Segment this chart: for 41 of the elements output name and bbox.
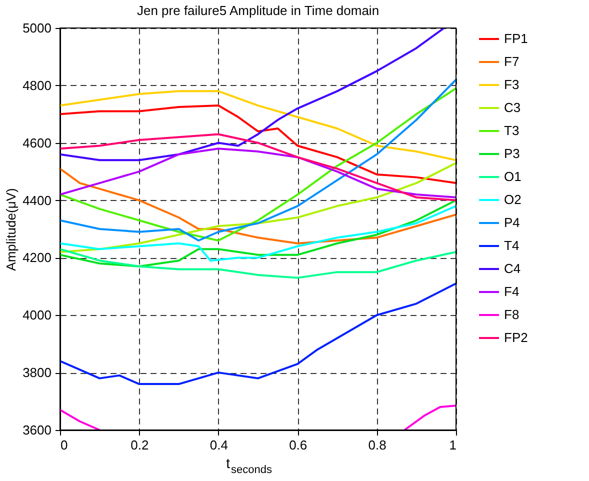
line-series [60,168,456,244]
legend-label: P4 [504,215,520,230]
y-tick-label: 4800 [22,78,52,93]
legend-label: O2 [504,192,522,207]
legend-label: F8 [504,307,520,322]
y-tick-label: 3600 [22,422,52,438]
x-tick-label: 0.6 [289,438,308,452]
line-series [60,90,456,162]
legend-label: T3 [504,123,520,138]
y-tick-label: 4600 [22,135,52,150]
legend-label: FP1 [504,31,528,46]
y-tick-label: 4400 [22,192,52,208]
legend-label: F3 [504,77,520,92]
legend-label: FP2 [504,330,528,345]
legend-label: P3 [504,146,520,161]
line-series [60,199,456,268]
legend-label: O1 [504,169,522,184]
line-series [60,28,446,162]
chart-title: Jen pre failure5 Amplitude in Time domain [136,3,380,18]
x-tick-label: 0 [60,438,68,452]
y-tick-label: 3800 [22,365,52,380]
x-tick-label: 0.8 [368,438,386,452]
line-series [60,104,456,184]
y-tick-label: 4200 [22,250,52,266]
legend-label: C4 [504,261,521,276]
line-series [60,133,456,202]
line-series [60,205,456,262]
line-series [60,162,456,253]
x-tick-label: 0.2 [130,438,149,452]
x-tick-label: 0.4 [210,438,228,452]
legend-label: F4 [504,284,520,299]
legend-label: F7 [504,54,520,69]
line-series [60,282,456,386]
legend-label: T4 [504,238,520,253]
legend-label: C3 [504,100,521,115]
y-axis-title: Amplitude(μV) [4,188,19,271]
y-tick-label: 4000 [22,308,52,323]
y-tick-label: 5000 [22,20,52,36]
x-tick-label: 1 [449,438,456,452]
line-series [60,248,456,279]
line-series [60,148,456,198]
